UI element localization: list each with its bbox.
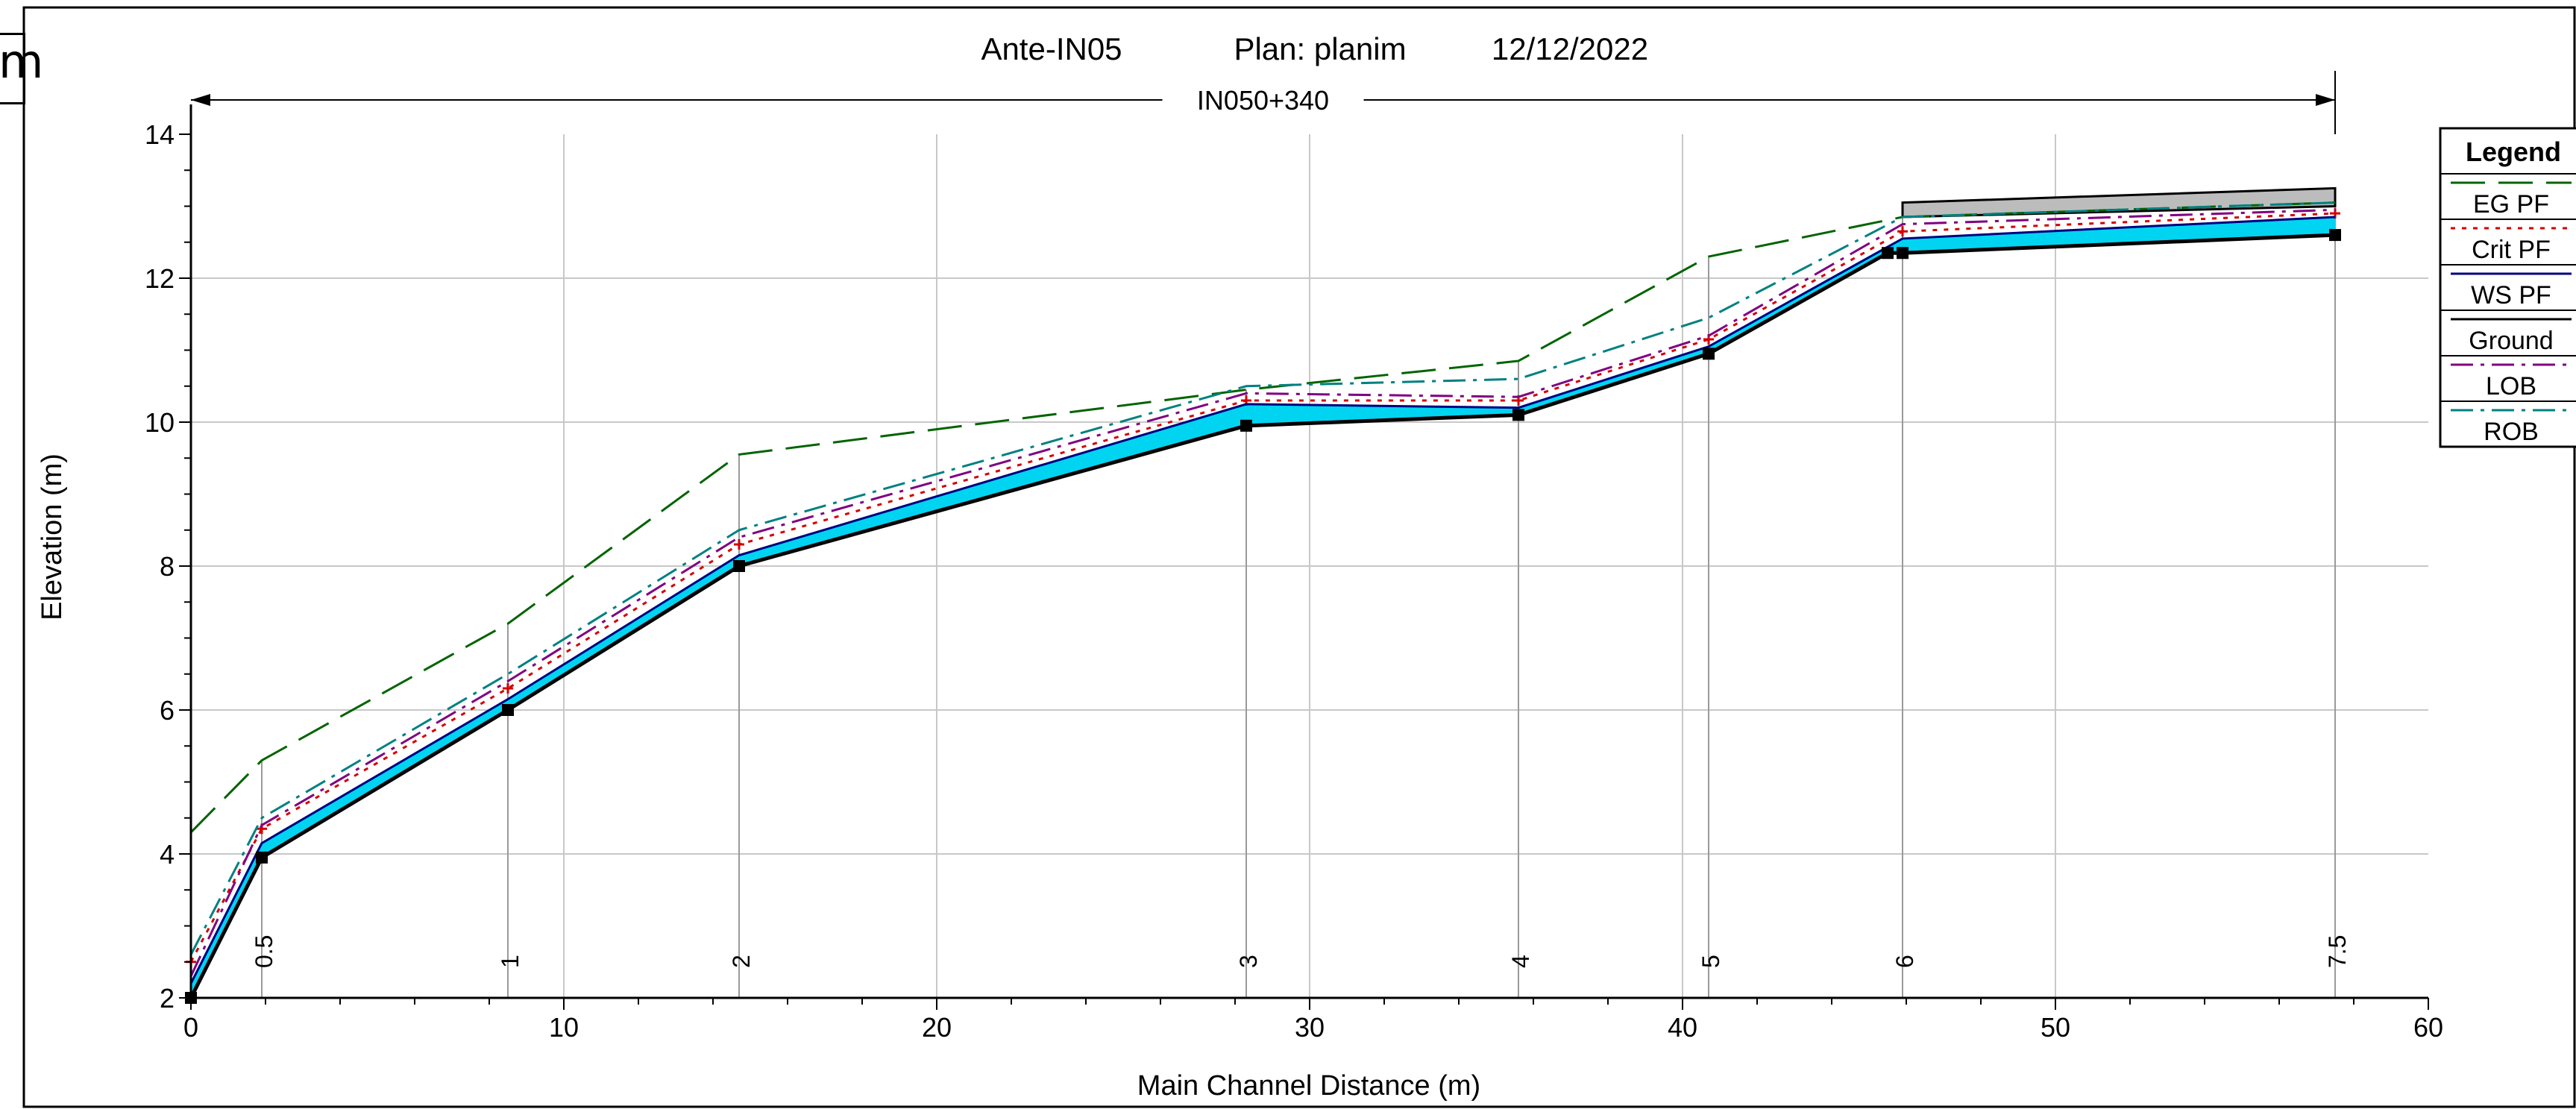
station-label: 1	[497, 955, 524, 968]
series-line-rob	[189, 201, 2336, 955]
ground-marker	[256, 851, 268, 864]
station-lines: 0.5 1 2 3 4 5 6 7.5	[251, 202, 2351, 998]
ground-marker	[1703, 348, 1715, 360]
y-tick-label: 14	[145, 119, 175, 150]
water-fill-area	[191, 216, 2335, 999]
reach-arrow-left	[191, 94, 210, 106]
bridge-deck-shape	[1901, 186, 2337, 219]
ground-marker	[1897, 247, 1909, 260]
y-tick-label: 12	[145, 263, 175, 294]
chart-frame	[22, 6, 2576, 1108]
reach-span-arrow: IN050+340	[191, 71, 2336, 134]
y-tick-label: 10	[145, 407, 175, 438]
series-lines	[185, 201, 2341, 1004]
station-label: 3	[1235, 955, 1262, 968]
x-tick-label: 50	[2041, 1012, 2070, 1043]
x-tick-label: 60	[2413, 1012, 2443, 1043]
reach-arrow-right	[2316, 94, 2335, 106]
station-label: 5	[1697, 955, 1724, 968]
x-axis-label: Main Channel Distance (m)	[1137, 1070, 1480, 1102]
ground-marker	[1512, 409, 1524, 421]
station-label: 2	[728, 955, 755, 968]
y-axis-label: Elevation (m)	[37, 453, 68, 621]
legend-entry: LOB	[2486, 372, 2536, 400]
y-tick-label: 6	[160, 695, 175, 726]
x-tick-label: 20	[922, 1012, 952, 1043]
plot-axes	[179, 104, 2429, 1010]
legend-entry: Crit PF	[2472, 236, 2551, 264]
series-line-crit-pf	[189, 212, 2336, 963]
chart-title-plan: Plan: planim	[1234, 31, 1406, 66]
crit-marker	[734, 539, 744, 550]
chart-grid	[191, 134, 2428, 998]
ground-marker	[1240, 419, 1252, 432]
series-line-eg-pf	[189, 201, 2336, 834]
y-tick-label: 8	[160, 551, 175, 582]
station-label: 4	[1507, 955, 1534, 968]
series-line-ground	[189, 233, 2336, 999]
water-fill	[191, 216, 2335, 999]
station-label: 0.5	[251, 935, 277, 968]
station-label: 6	[1891, 955, 1918, 968]
ground-marker	[502, 704, 514, 716]
x-tick-label: 10	[549, 1012, 579, 1043]
chart-title-name: Ante-IN05	[981, 31, 1122, 66]
legend-entry: Ground	[2469, 327, 2553, 355]
legend-box	[2439, 127, 2576, 448]
chart-title-date: 12/12/2022	[1492, 31, 1648, 66]
ground-marker	[1882, 247, 1894, 260]
series-line-ws-pf	[189, 216, 2336, 984]
crit-marker	[1897, 226, 1908, 237]
crit-marker	[503, 683, 513, 694]
chart-legend: Legend EG PF Crit PF WS PF Ground LOB ROB	[2439, 127, 2576, 448]
legend-entry: WS PF	[2471, 281, 2551, 310]
x-tick-label: 40	[1668, 1012, 1697, 1043]
y-tick-label: 4	[160, 839, 175, 870]
x-tick-label: 30	[1295, 1012, 1325, 1043]
x-tick-label: 0	[183, 1012, 198, 1043]
y-tick-label: 2	[160, 983, 175, 1014]
reach-label: IN050+340	[1197, 85, 1329, 116]
reach-label-bg	[1162, 82, 1364, 118]
ground-marker	[733, 560, 745, 572]
ground-marker	[2329, 229, 2341, 242]
bridge-deck	[1901, 186, 2337, 219]
station-label: 7.5	[2324, 935, 2351, 968]
legend-title: Legend	[2466, 136, 2561, 167]
window-clip-label: m	[0, 34, 44, 89]
legend-entry: EG PF	[2473, 190, 2549, 219]
legend-entry: ROB	[2484, 418, 2539, 446]
series-line-lob	[189, 208, 2336, 977]
